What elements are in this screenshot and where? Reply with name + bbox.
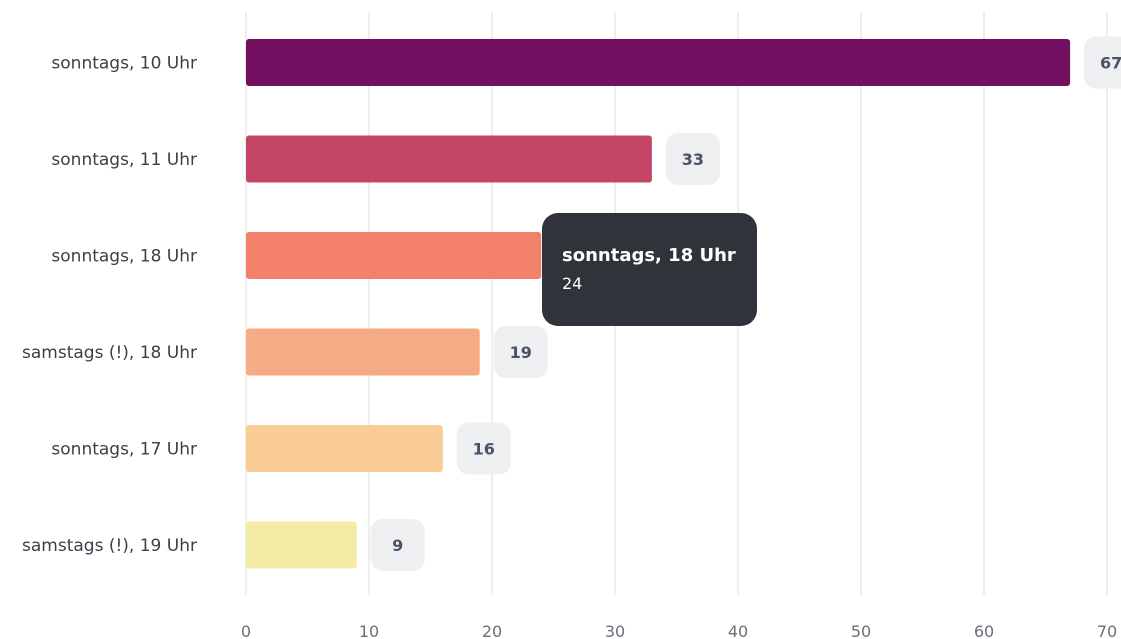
value-label: 19 — [510, 343, 532, 362]
value-label-background — [493, 326, 548, 378]
value-label-background — [370, 519, 425, 571]
category-labels: sonntags, 10 Uhr sonntags, 11 Uhr sonntags… — [22, 54, 197, 557]
category-label: sonntags, 10 Uhr — [51, 54, 197, 74]
bar[interactable] — [246, 135, 652, 183]
bars — [246, 39, 1071, 569]
bar[interactable] — [246, 232, 542, 279]
tooltip: sonntags, 18 Uhr 24 — [542, 213, 757, 326]
tooltip-title: sonntags, 18 Uhr — [562, 245, 736, 266]
x-tick-label: 10 — [359, 622, 379, 639]
category-label: samstags (!), 19 Uhr — [22, 536, 197, 556]
x-tick-label: 40 — [728, 622, 748, 639]
value-label: 67 — [1100, 54, 1121, 73]
x-tick-label: 0 — [241, 622, 251, 639]
bar[interactable] — [246, 521, 357, 569]
value-label-background — [665, 133, 720, 185]
tooltip-value: 24 — [562, 274, 583, 293]
x-tick-label: 70 — [1097, 622, 1117, 639]
x-axis-tick-labels: 0 10 20 30 40 50 60 70 — [241, 622, 1117, 639]
bar[interactable] — [246, 425, 443, 472]
bar[interactable] — [246, 39, 1071, 86]
category-label: sonntags, 18 Uhr — [51, 247, 197, 267]
category-label: sonntags, 11 Uhr — [51, 150, 197, 170]
value-label: 16 — [473, 440, 495, 459]
category-label: sonntags, 17 Uhr — [51, 440, 197, 460]
x-tick-label: 50 — [851, 622, 871, 639]
bar[interactable] — [246, 328, 480, 376]
x-tick-label: 60 — [974, 622, 994, 639]
value-label-background — [1084, 36, 1121, 89]
x-tick-label: 30 — [605, 622, 625, 639]
value-label: 33 — [682, 150, 704, 169]
value-label-background — [456, 422, 511, 475]
category-label: samstags (!), 18 Uhr — [22, 343, 197, 363]
x-tick-label: 20 — [482, 622, 502, 639]
value-label: 9 — [392, 536, 403, 555]
